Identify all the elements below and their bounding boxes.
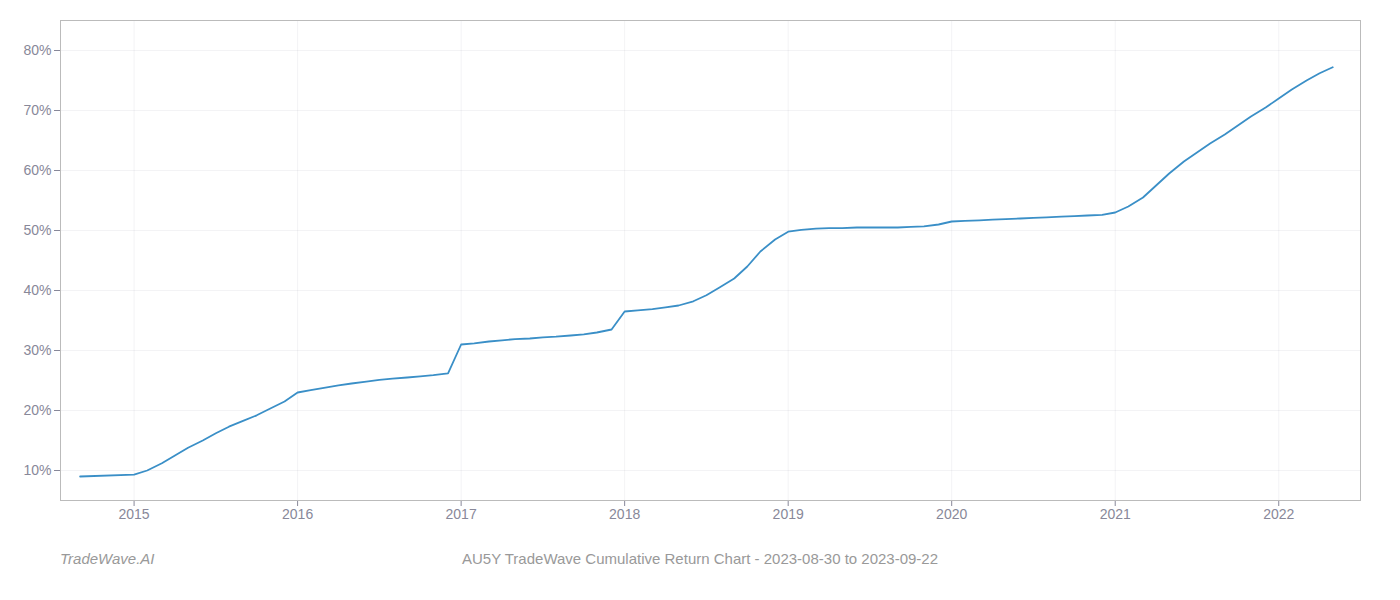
html-text:TradeWave.AI: TradeWave.AI: [60, 550, 155, 567]
svg-text:20%: 20%: [23, 402, 51, 418]
svg-text:2021: 2021: [1100, 506, 1131, 522]
svg-text:80%: 80%: [23, 42, 51, 58]
svg-text:30%: 30%: [23, 342, 51, 358]
svg-text:50%: 50%: [23, 222, 51, 238]
svg-text:2016: 2016: [282, 506, 313, 522]
svg-text:10%: 10%: [23, 462, 51, 478]
html-text:AU5Y TradeWave Cumulative Retu: AU5Y TradeWave Cumulative Return Chart -…: [462, 550, 938, 567]
svg-text:40%: 40%: [23, 282, 51, 298]
svg-text:2015: 2015: [119, 506, 150, 522]
svg-text:70%: 70%: [23, 102, 51, 118]
svg-text:2020: 2020: [936, 506, 967, 522]
svg-text:60%: 60%: [23, 162, 51, 178]
svg-text:2017: 2017: [446, 506, 477, 522]
svg-text:2018: 2018: [609, 506, 640, 522]
svg-text:2022: 2022: [1263, 506, 1294, 522]
svg-text:2019: 2019: [773, 506, 804, 522]
